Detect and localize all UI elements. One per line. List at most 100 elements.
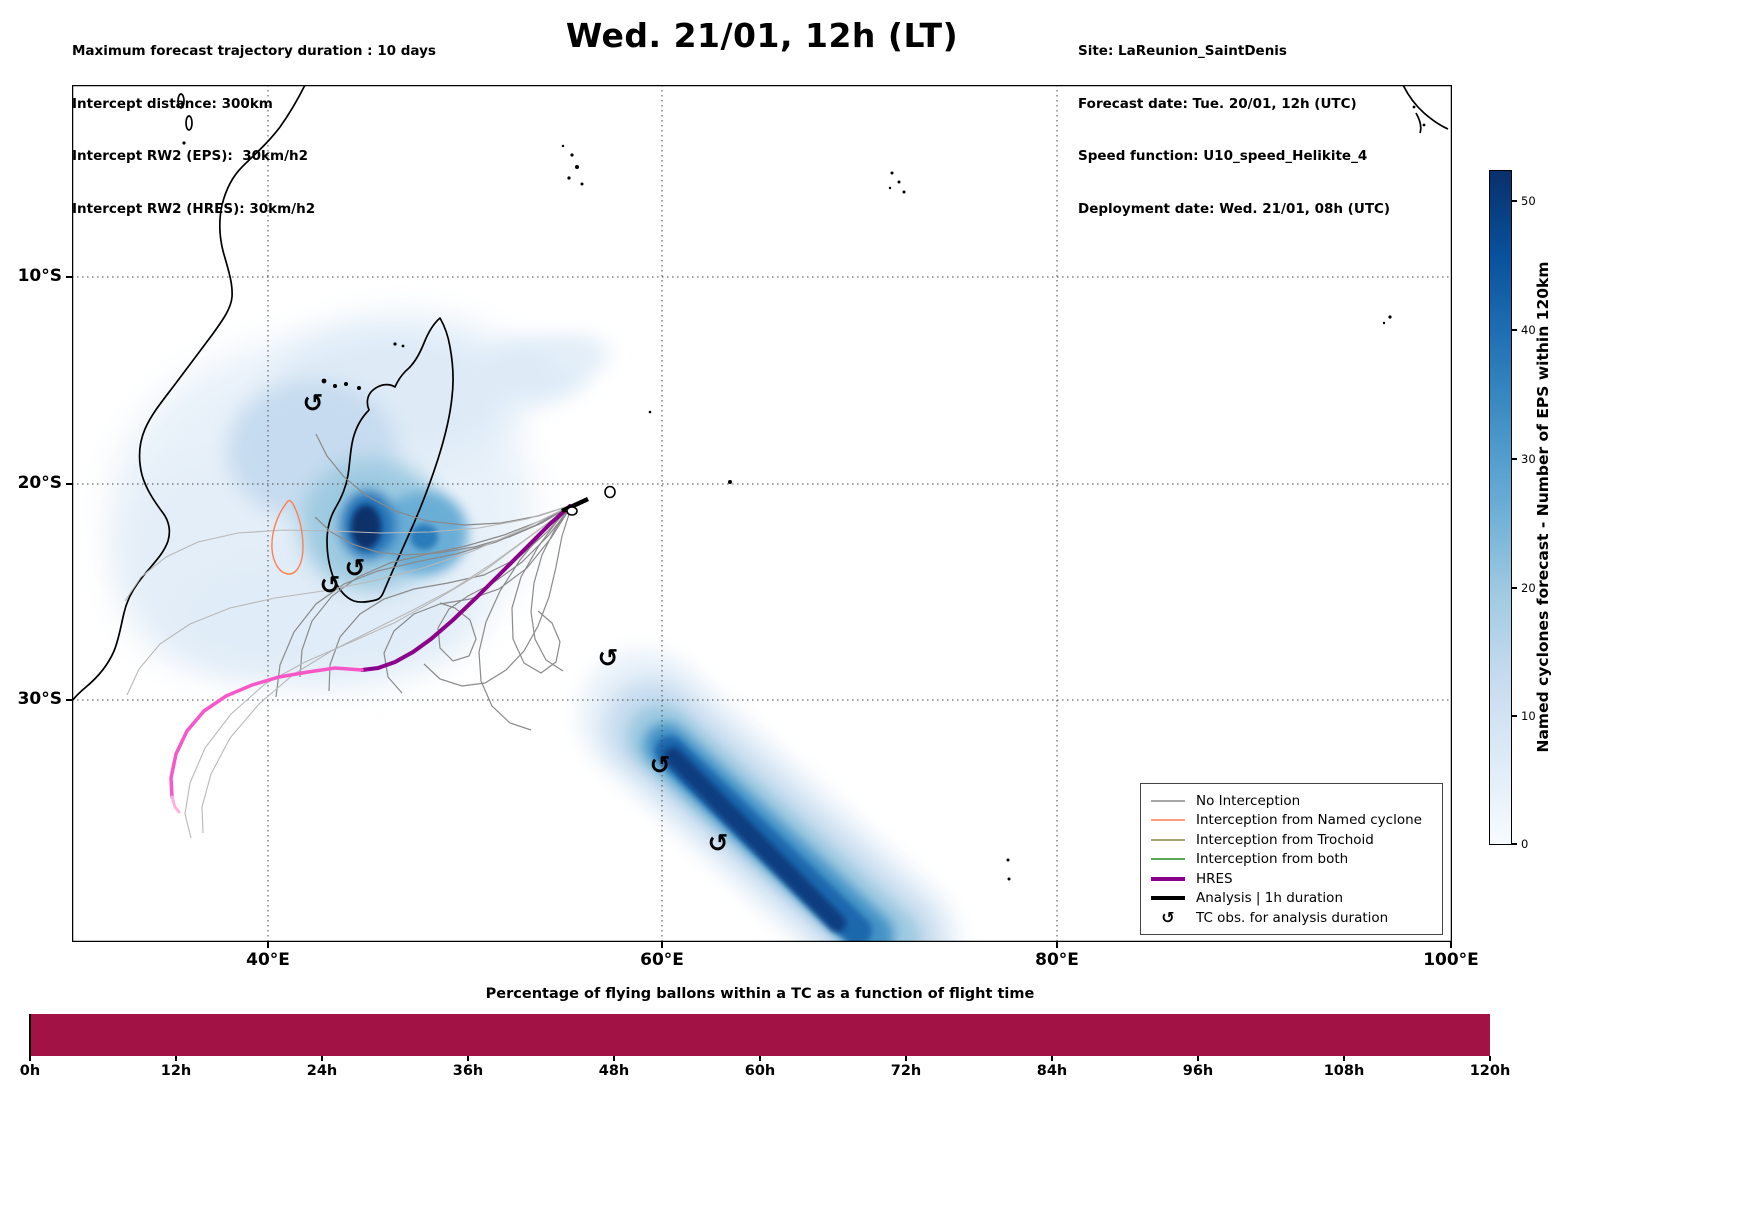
colorbar-tick-0: 0 [1521, 837, 1529, 851]
legend-label: Interception from Trochoid [1196, 831, 1374, 848]
colorbar-tickmark [1512, 329, 1517, 331]
cyclone-density-field [112, 318, 959, 942]
africa-coast [72, 85, 306, 702]
coastlines [72, 85, 1449, 702]
hres-track-tail-end [170, 795, 181, 814]
bottom-tickmark [613, 1056, 615, 1061]
bottom-xtick-48h: 48h [598, 1063, 630, 1079]
bottom-xtick-24h: 24h [306, 1063, 338, 1079]
bottom-xtick-96h: 96h [1182, 1063, 1214, 1079]
map-tickmark-30s [66, 699, 72, 701]
colorbar-tick-50: 50 [1521, 194, 1536, 208]
tc-obs-symbol: ↺ [345, 554, 366, 583]
info-speed-function: Speed function: U10_speed_Helikite_4 [1078, 148, 1368, 164]
colorbar-tick-10: 10 [1521, 709, 1536, 723]
bottom-tickmark [759, 1056, 761, 1061]
tc-obs-symbol: ↺ [598, 644, 619, 673]
colorbar-tick-40: 40 [1521, 323, 1536, 337]
param-intercept-rw2-hres: Intercept RW2 (HRES): 30km/h2 [72, 200, 316, 217]
legend-label: TC obs. for analysis duration [1196, 909, 1389, 926]
hres-track [360, 504, 572, 672]
mauritius-island [604, 485, 616, 499]
colorbar-tick-30: 30 [1521, 452, 1536, 466]
bottom-chart-y-spine [29, 1014, 31, 1057]
tc-obs-symbol: ↺ [650, 751, 671, 780]
legend-label: No Interception [1196, 792, 1301, 809]
bottom-tickmark [467, 1056, 469, 1061]
colorbar [1489, 170, 1512, 845]
map-tickmark-80e [1056, 942, 1058, 948]
map-ytick-10s: 10°S [17, 266, 62, 286]
bottom-tickmark [1197, 1056, 1199, 1061]
legend-item-named-cyclone: Interception from Named cyclone [1149, 811, 1438, 830]
trajectories-no-interception [275, 433, 573, 731]
forecast-map: ↺ ↺ ↺ ↺ ↺ ↺ No Interception Interception… [72, 85, 1452, 942]
tc-obs-symbol: ↺ [320, 571, 341, 600]
map-ytick-20s: 20°S [17, 473, 62, 493]
map-tickmark-100e [1450, 942, 1452, 948]
colorbar-tickmark [1512, 587, 1517, 589]
map-tickmark-60e [661, 942, 663, 948]
pemba-island [185, 115, 193, 131]
sumatra-coast [1402, 85, 1449, 130]
legend-label: Analysis | 1h duration [1196, 890, 1343, 906]
bottom-tickmark [29, 1056, 31, 1061]
info-deployment-date: Deployment date: Wed. 21/01, 08h (UTC) [1078, 200, 1391, 217]
legend-item-trochoid: Interception from Trochoid [1149, 830, 1438, 849]
bottom-xtick-36h: 36h [452, 1063, 484, 1079]
map-tickmark-40e [267, 942, 269, 948]
param-intercept-rw2-eps: Intercept RW2 (EPS): 30km/h2 [72, 148, 308, 164]
trajectories-no-interception-faint [124, 504, 573, 839]
map-tickmark-20s [66, 483, 72, 485]
legend-label: Interception from Named cyclone [1196, 812, 1422, 828]
reunion-island [566, 506, 578, 516]
bottom-tickmark [1051, 1056, 1053, 1061]
legend-item-both: Interception from both [1149, 850, 1438, 869]
map-xtick-100e: 100°E [1423, 950, 1479, 970]
zanzibar-island [177, 93, 185, 109]
tc-obs-symbols: ↺ ↺ ↺ ↺ ↺ ↺ [303, 389, 729, 858]
map-tickmark-10s [66, 276, 72, 278]
bottom-xtick-84h: 84h [1036, 1063, 1068, 1079]
bottom-chart-title: Percentage of flying ballons within a TC… [485, 986, 1035, 1002]
legend-line-gray [1151, 799, 1185, 802]
analysis-track [561, 496, 589, 514]
bottom-tickmark [1489, 1056, 1491, 1061]
tc-percentage-bar [30, 1014, 1490, 1056]
tc-obs-symbol: ↺ [303, 389, 324, 418]
tc-obs-symbol: ↺ [708, 829, 729, 858]
graticule [72, 85, 1452, 942]
colorbar-tickmark [1512, 458, 1517, 460]
small-islands [182, 105, 1426, 881]
map-xtick-40e: 40°E [246, 950, 290, 970]
tc-obs-legend-symbol: ↺ [1161, 908, 1175, 927]
legend-label: HRES [1196, 870, 1233, 887]
legend-line-green [1151, 858, 1185, 860]
bottom-xtick-108h: 108h [1323, 1063, 1365, 1079]
forecast-parameters: Maximum forecast trajectory duration : 1… [72, 8, 436, 253]
bottom-xtick-120h: 120h [1469, 1063, 1511, 1079]
bottom-xtick-72h: 72h [890, 1063, 922, 1079]
site-info: Site: LaReunion_SaintDenis Forecast date… [1078, 8, 1390, 253]
bottom-xtick-12h: 12h [160, 1063, 192, 1079]
trajectory-named-cyclone-interception [271, 499, 304, 575]
colorbar-tickmark [1512, 843, 1517, 845]
legend-line-olive [1151, 838, 1185, 841]
colorbar-label: Named cyclones forecast - Number of EPS … [1534, 261, 1552, 753]
legend-item-analysis: Analysis | 1h duration [1149, 889, 1438, 908]
legend-item-no-interception: No Interception [1149, 791, 1438, 810]
colorbar-tickmark [1512, 715, 1517, 717]
param-intercept-distance: Intercept distance: 300km [72, 95, 273, 112]
legend-label: Interception from both [1196, 851, 1349, 867]
colorbar-tick-20: 20 [1521, 581, 1536, 595]
legend-line-black [1151, 896, 1185, 900]
bottom-xtick-60h: 60h [744, 1063, 776, 1079]
info-forecast-date: Forecast date: Tue. 20/01, 12h (UTC) [1078, 95, 1357, 112]
bottom-tickmark [1343, 1056, 1345, 1061]
legend-line-purple [1151, 876, 1185, 881]
map-legend: No Interception Interception from Named … [1140, 783, 1443, 935]
param-max-duration: Maximum forecast trajectory duration : 1… [72, 43, 436, 59]
bottom-tickmark [321, 1056, 323, 1061]
legend-item-hres: HRES [1149, 869, 1438, 888]
